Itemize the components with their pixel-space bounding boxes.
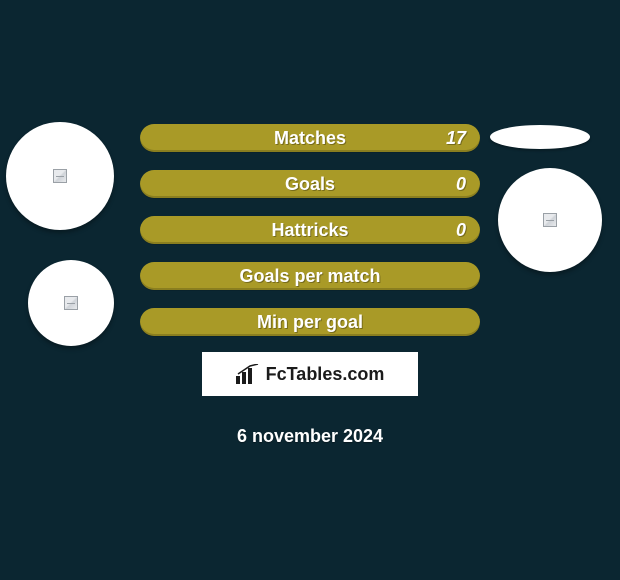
bar-label: Min per goal xyxy=(140,308,480,336)
brand-box: FcTables.com xyxy=(202,352,418,396)
left-bottom-circle xyxy=(28,260,114,346)
date: 6 november 2024 xyxy=(0,426,620,447)
right-circle xyxy=(498,168,602,272)
broken-image-icon xyxy=(64,296,78,310)
bar-hattricks: Hattricks 0 xyxy=(140,216,480,244)
brand-text: FcTables.com xyxy=(266,364,385,385)
bar-label: Hattricks xyxy=(140,216,480,244)
bar-goals-per-match: Goals per match xyxy=(140,262,480,290)
bar-goals: Goals 0 xyxy=(140,170,480,198)
bar-value: 0 xyxy=(456,170,466,198)
stat-bars: Matches 17 Goals 0 Hattricks 0 Goals per… xyxy=(140,124,480,354)
bar-matches: Matches 17 xyxy=(140,124,480,152)
broken-image-icon xyxy=(543,213,557,227)
broken-image-icon xyxy=(53,169,67,183)
bar-value: 17 xyxy=(446,124,466,152)
bar-label: Matches xyxy=(140,124,480,152)
bars-icon xyxy=(236,364,260,384)
bar-label: Goals xyxy=(140,170,480,198)
left-top-circle xyxy=(6,122,114,230)
bar-min-per-goal: Min per goal xyxy=(140,308,480,336)
bar-label: Goals per match xyxy=(140,262,480,290)
top-right-ellipse xyxy=(490,125,590,149)
bar-value: 0 xyxy=(456,216,466,244)
